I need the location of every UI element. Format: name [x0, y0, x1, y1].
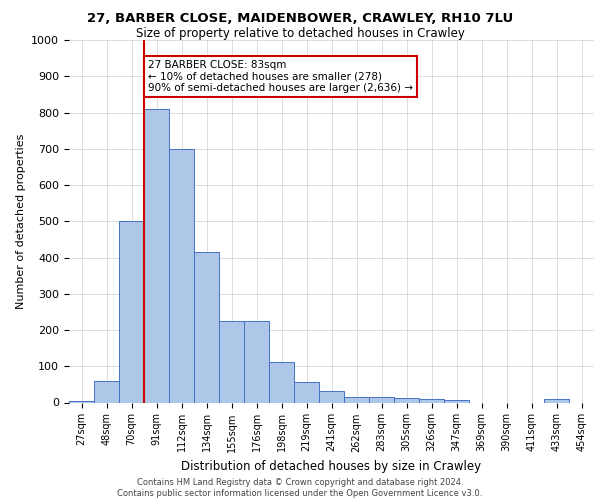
Bar — [344, 397, 369, 402]
Text: 27, BARBER CLOSE, MAIDENBOWER, CRAWLEY, RH10 7LU: 27, BARBER CLOSE, MAIDENBOWER, CRAWLEY, … — [87, 12, 513, 26]
Bar — [144, 109, 169, 403]
Bar — [194, 252, 219, 402]
Bar — [319, 390, 344, 402]
Bar — [394, 398, 419, 402]
Text: 27 BARBER CLOSE: 83sqm
← 10% of detached houses are smaller (278)
90% of semi-de: 27 BARBER CLOSE: 83sqm ← 10% of detached… — [148, 60, 413, 93]
Y-axis label: Number of detached properties: Number of detached properties — [16, 134, 26, 309]
Bar — [269, 362, 294, 403]
Bar — [94, 382, 119, 402]
Bar — [294, 382, 319, 402]
Bar — [119, 221, 144, 402]
Text: Contains HM Land Registry data © Crown copyright and database right 2024.
Contai: Contains HM Land Registry data © Crown c… — [118, 478, 482, 498]
Bar — [544, 399, 569, 402]
Bar — [244, 321, 269, 402]
Text: Size of property relative to detached houses in Crawley: Size of property relative to detached ho… — [136, 28, 464, 40]
Bar — [369, 397, 394, 402]
Bar — [169, 149, 194, 403]
Bar — [419, 399, 444, 402]
X-axis label: Distribution of detached houses by size in Crawley: Distribution of detached houses by size … — [181, 460, 482, 473]
Bar — [444, 400, 469, 402]
Bar — [219, 321, 244, 402]
Bar — [69, 400, 94, 402]
